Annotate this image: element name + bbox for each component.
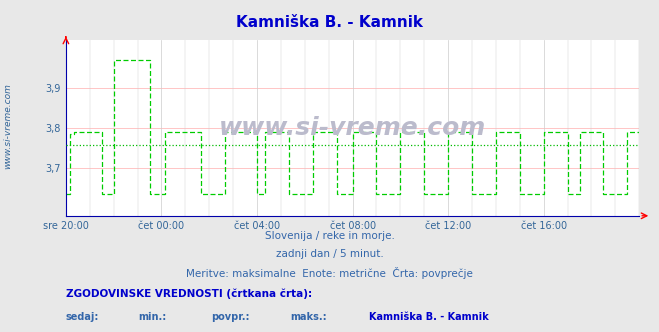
Text: maks.:: maks.: [290,312,327,322]
Text: Kamniška B. - Kamnik: Kamniška B. - Kamnik [369,312,489,322]
Text: Meritve: maksimalne  Enote: metrične  Črta: povprečje: Meritve: maksimalne Enote: metrične Črta… [186,267,473,279]
Text: www.si-vreme.com: www.si-vreme.com [219,116,486,140]
Text: sedaj:: sedaj: [66,312,100,322]
Text: ZGODOVINSKE VREDNOSTI (črtkana črta):: ZGODOVINSKE VREDNOSTI (črtkana črta): [66,289,312,299]
Text: Slovenija / reke in morje.: Slovenija / reke in morje. [264,231,395,241]
Text: zadnji dan / 5 minut.: zadnji dan / 5 minut. [275,249,384,259]
Text: min.:: min.: [138,312,167,322]
Text: Kamniška B. - Kamnik: Kamniška B. - Kamnik [236,15,423,30]
Text: povpr.:: povpr.: [211,312,249,322]
Text: www.si-vreme.com: www.si-vreme.com [3,83,13,169]
